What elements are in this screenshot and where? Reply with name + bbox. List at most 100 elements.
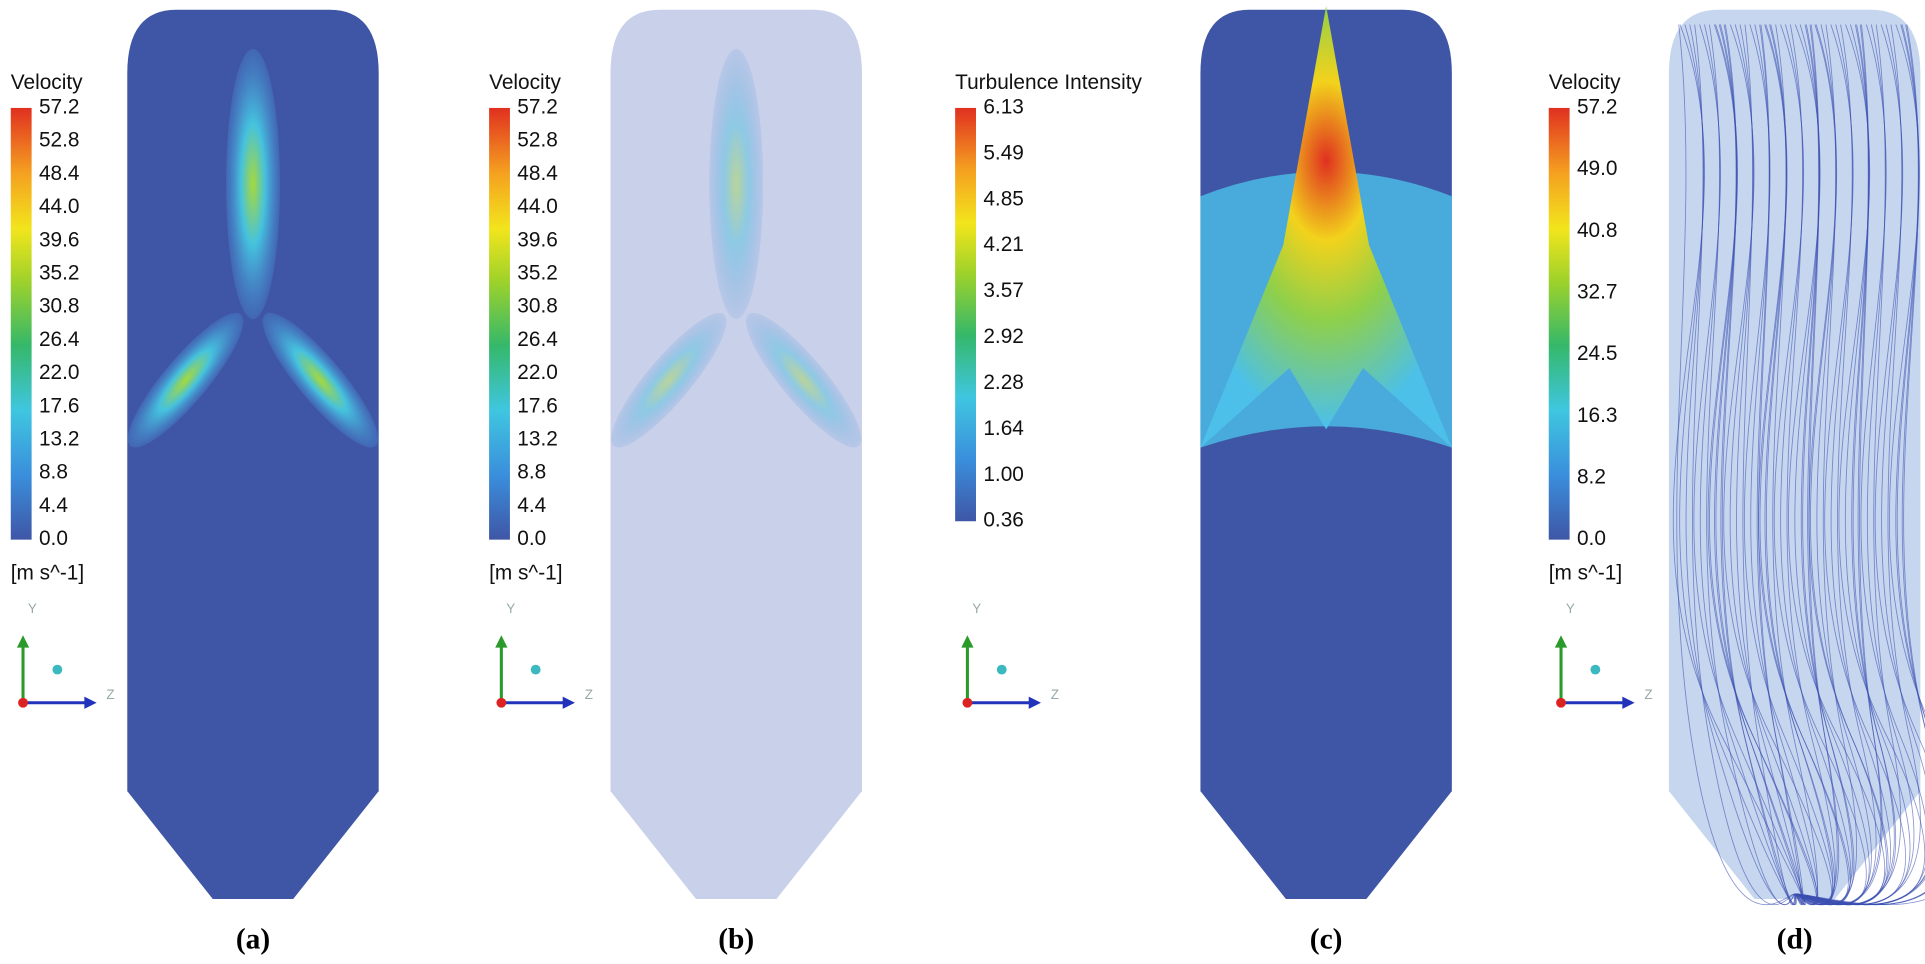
view-dot xyxy=(1590,664,1601,675)
legend-title: Turbulence Intensity xyxy=(955,71,1142,94)
turbulence-core xyxy=(1200,6,1452,448)
colorbar-tick-label: 39.6 xyxy=(39,228,80,251)
colorbar xyxy=(489,107,510,540)
caption: (d) xyxy=(1777,924,1813,956)
caption: (b) xyxy=(718,924,754,956)
colorbar-tick-label: 30.8 xyxy=(39,295,80,318)
colorbar-tick-label: 26.4 xyxy=(39,328,80,351)
colorbar-tick-label: 1.00 xyxy=(983,463,1024,486)
colorbar xyxy=(955,107,976,522)
colorbar-tick-label: 1.64 xyxy=(983,417,1024,440)
legend-unit: [m s^-1] xyxy=(1549,561,1622,584)
colorbar-tick-label: 8.8 xyxy=(39,461,68,484)
colorbar-tick-label: 13.2 xyxy=(39,428,80,451)
colorbar-tick-label: 4.85 xyxy=(983,187,1024,210)
colorbar-tick-label: 22.0 xyxy=(517,361,558,384)
streamline xyxy=(1794,24,1853,906)
colorbar-tick-label: 40.8 xyxy=(1577,219,1618,242)
colorbar xyxy=(1548,107,1570,540)
view-dot xyxy=(530,664,541,675)
colorbar-tick-label: 0.0 xyxy=(39,527,68,550)
colorbar-tick-label: 24.5 xyxy=(1577,342,1618,365)
legend-title: Velocity xyxy=(11,71,83,94)
legend-title: Velocity xyxy=(489,71,561,94)
jet xyxy=(127,312,244,448)
caption: (c) xyxy=(1310,924,1343,956)
colorbar-tick-label: 5.49 xyxy=(983,141,1024,164)
legend-unit: [m s^-1] xyxy=(489,561,562,584)
axis-y-label: Y xyxy=(28,601,37,616)
colorbar-tick-label: 2.28 xyxy=(983,371,1024,394)
axis-z-head xyxy=(1622,696,1635,709)
axis-z-label: Z xyxy=(106,687,114,702)
colorbar-tick-label: 39.6 xyxy=(517,228,558,251)
colorbar-tick-label: 30.8 xyxy=(517,295,558,318)
streamline xyxy=(1709,24,1817,906)
colorbar-tick-label: 4.21 xyxy=(983,233,1024,256)
origin xyxy=(18,697,28,708)
colorbar-tick-label: 6.13 xyxy=(983,95,1024,118)
axis-z-head xyxy=(84,696,97,709)
colorbar-tick-label: 44.0 xyxy=(39,195,80,218)
vessel xyxy=(610,9,862,899)
streamline xyxy=(1672,24,1806,905)
origin xyxy=(496,697,507,708)
axis-y-head xyxy=(1554,635,1568,648)
colorbar-tick-label: 32.7 xyxy=(1577,280,1618,303)
colorbar-tick-label: 0.36 xyxy=(983,509,1024,532)
colorbar-tick-label: 44.0 xyxy=(517,195,558,218)
jet xyxy=(226,49,280,319)
view-dot xyxy=(996,664,1007,675)
legend-title: Velocity xyxy=(1549,71,1621,94)
colorbar-tick-label: 57.2 xyxy=(517,95,558,118)
colorbar-tick-label: 8.2 xyxy=(1577,465,1606,488)
axis-z-label: Z xyxy=(585,687,593,702)
streamline xyxy=(1758,24,1803,905)
colorbar-tick-label: 22.0 xyxy=(39,361,80,384)
streamline xyxy=(1794,24,1925,906)
colorbar-tick-label: 8.8 xyxy=(517,461,546,484)
jet xyxy=(611,312,727,448)
colorbar-tick-label: 48.4 xyxy=(517,162,558,185)
colorbar-tick-label: 4.4 xyxy=(39,494,68,517)
axis-z-label: Z xyxy=(1051,687,1059,702)
colorbar xyxy=(10,107,32,540)
colorbar-tick-label: 0.0 xyxy=(517,527,546,550)
colorbar-tick-label: 2.92 xyxy=(983,325,1024,348)
jet xyxy=(262,312,379,448)
axis-z-label: Z xyxy=(1644,687,1652,702)
axis-z-head xyxy=(1028,696,1041,709)
axis-y-label: Y xyxy=(972,601,981,616)
colorbar-tick-label: 48.4 xyxy=(39,162,80,185)
axis-y-head xyxy=(495,635,508,648)
colorbar-tick-label: 35.2 xyxy=(517,261,558,284)
colorbar-tick-label: 3.57 xyxy=(983,279,1024,302)
view-dot xyxy=(52,664,63,675)
axis-y-head xyxy=(16,635,30,648)
colorbar-tick-label: 16.3 xyxy=(1577,404,1618,427)
vessel xyxy=(1668,9,1921,899)
colorbar-tick-label: 17.6 xyxy=(39,394,80,417)
caption: (a) xyxy=(236,924,270,956)
colorbar-tick-label: 52.8 xyxy=(39,129,80,152)
jet xyxy=(745,312,862,448)
axis-z-head xyxy=(562,696,575,709)
origin xyxy=(962,697,973,708)
colorbar-tick-label: 49.0 xyxy=(1577,157,1618,180)
colorbar-tick-label: 52.8 xyxy=(517,129,558,152)
axis-y-label: Y xyxy=(506,601,515,616)
axis-y-head xyxy=(961,635,974,648)
colorbar-tick-label: 13.2 xyxy=(517,428,558,451)
jet xyxy=(709,49,764,319)
vessel xyxy=(127,9,379,899)
colorbar-tick-label: 4.4 xyxy=(517,494,546,517)
origin xyxy=(1556,697,1566,708)
colorbar-tick-label: 57.2 xyxy=(1577,95,1618,118)
colorbar-tick-label: 26.4 xyxy=(517,328,558,351)
legend-unit: [m s^-1] xyxy=(11,561,84,584)
colorbar-tick-label: 17.6 xyxy=(517,394,558,417)
colorbar-tick-label: 57.2 xyxy=(39,95,80,118)
colorbar-tick-label: 35.2 xyxy=(39,261,80,284)
